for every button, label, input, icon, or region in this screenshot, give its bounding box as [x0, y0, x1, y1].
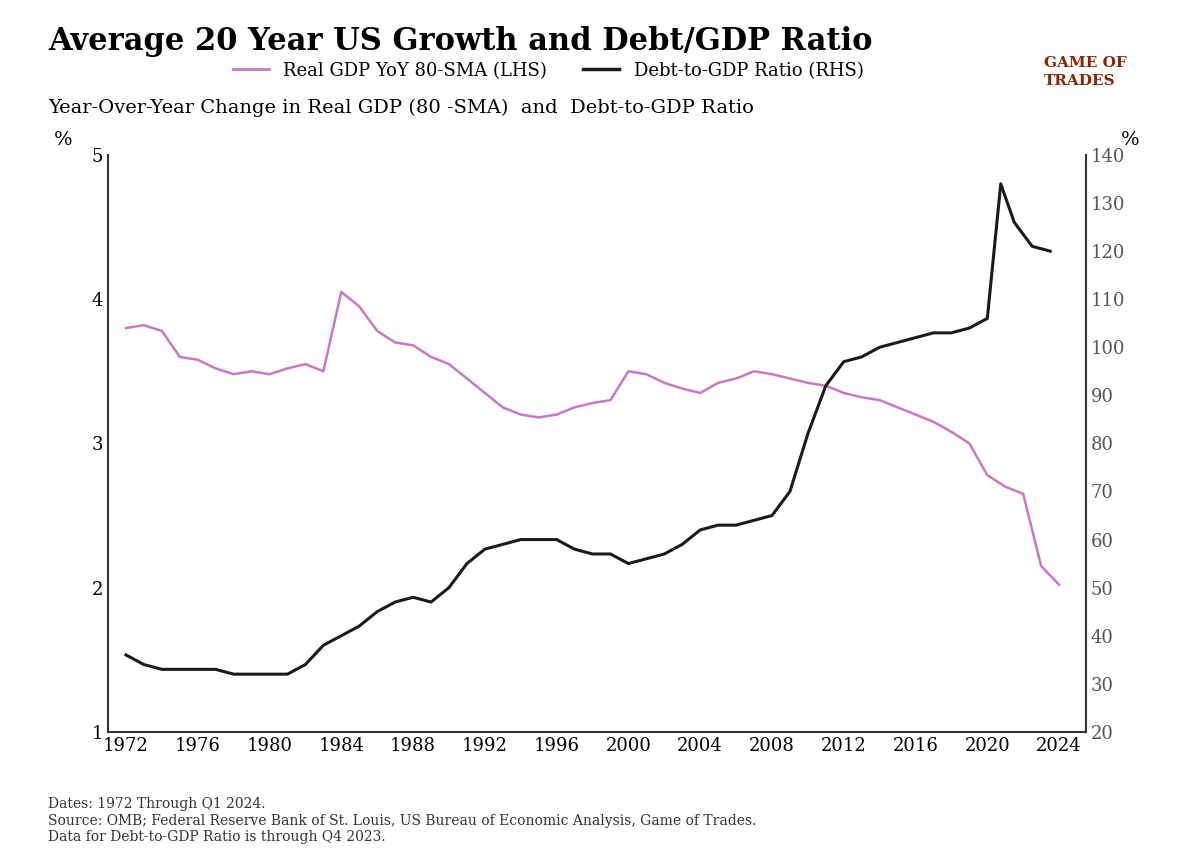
Text: GAME OF
TRADES: GAME OF TRADES: [1044, 56, 1127, 89]
Text: %: %: [54, 131, 73, 149]
Text: Dates: 1972 Through Q1 2024.
Source: OMB; Federal Reserve Bank of St. Louis, US : Dates: 1972 Through Q1 2024. Source: OMB…: [48, 797, 756, 844]
Text: Average 20 Year US Growth and Debt/GDP Ratio: Average 20 Year US Growth and Debt/GDP R…: [48, 26, 872, 57]
Text: Year-Over-Year Change in Real GDP (80 -SMA)  and  Debt-to-GDP Ratio: Year-Over-Year Change in Real GDP (80 -S…: [48, 99, 754, 117]
Legend: Real GDP YoY 80-SMA (LHS), Debt-to-GDP Ratio (RHS): Real GDP YoY 80-SMA (LHS), Debt-to-GDP R…: [226, 54, 871, 87]
Text: %: %: [1121, 131, 1140, 149]
